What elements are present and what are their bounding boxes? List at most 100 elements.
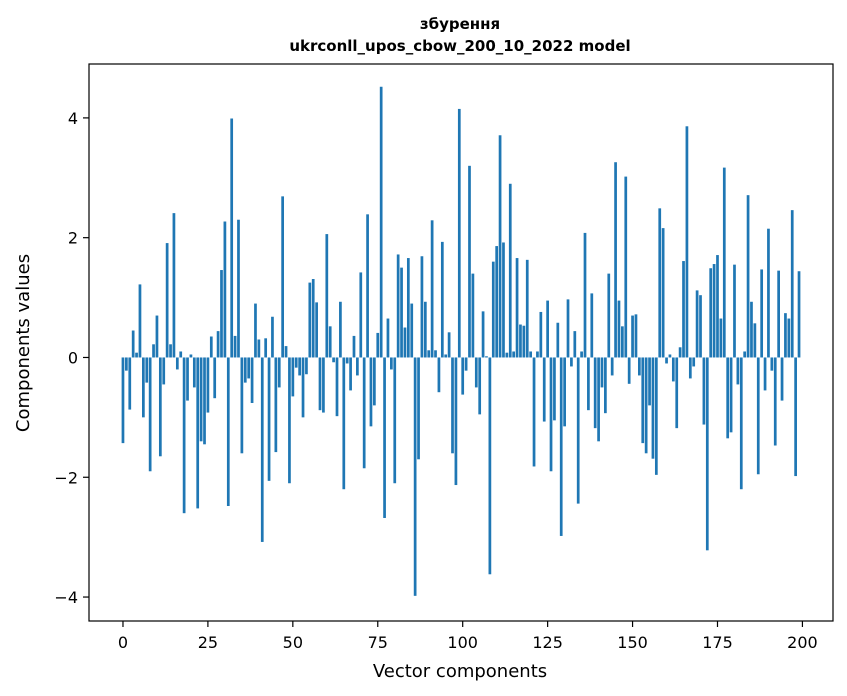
bar-189 <box>763 357 767 391</box>
bar-153 <box>641 357 645 444</box>
bar-196 <box>787 318 791 358</box>
bar-120 <box>529 351 532 358</box>
bar-5 <box>138 284 142 358</box>
bar-174 <box>712 264 716 358</box>
bar-159 <box>661 228 665 358</box>
bar-166 <box>685 126 689 358</box>
bar-113 <box>505 352 509 358</box>
bar-175 <box>716 255 719 358</box>
bar-185 <box>750 301 753 358</box>
bar-124 <box>542 357 546 422</box>
bar-97 <box>451 357 454 454</box>
bar-134 <box>576 357 580 504</box>
bar-84 <box>406 258 410 358</box>
bar-104 <box>474 357 478 388</box>
bar-66 <box>345 357 349 364</box>
x-tick-label: 25 <box>198 633 218 652</box>
bar-144 <box>610 357 614 376</box>
bar-31 <box>226 357 230 506</box>
bar-181 <box>736 357 740 385</box>
bar-79 <box>390 357 393 370</box>
bar-136 <box>583 232 587 358</box>
bar-72 <box>366 214 369 358</box>
bar-71 <box>362 357 366 469</box>
bar-188 <box>760 269 764 358</box>
bar-192 <box>773 357 777 446</box>
bar-150 <box>631 315 634 358</box>
bar-137 <box>587 357 590 411</box>
bar-131 <box>566 299 570 358</box>
bar-35 <box>240 357 244 454</box>
bar-182 <box>739 357 743 490</box>
bar-55 <box>308 282 312 358</box>
bar-176 <box>719 318 723 358</box>
bar-56 <box>311 279 315 358</box>
bar-179 <box>729 357 733 433</box>
bar-121 <box>532 357 536 467</box>
bar-50 <box>291 357 295 397</box>
bar-109 <box>491 261 495 358</box>
bar-59 <box>322 357 325 413</box>
bar-169 <box>695 290 699 358</box>
bar-75 <box>376 332 380 358</box>
bar-67 <box>349 357 352 391</box>
bar-141 <box>600 357 604 388</box>
bar-103 <box>471 273 475 358</box>
bar-128 <box>556 322 560 358</box>
bar-73 <box>369 357 373 427</box>
bar-39 <box>254 303 257 358</box>
bar-52 <box>298 357 301 376</box>
bar-29 <box>220 270 223 358</box>
bar-183 <box>743 351 747 358</box>
bar-180 <box>733 264 736 358</box>
bar-44 <box>271 316 274 358</box>
bar-199 <box>797 271 801 358</box>
bar-57 <box>315 302 318 358</box>
bar-74 <box>373 357 376 406</box>
y-tick-label: 2 <box>68 229 78 248</box>
bar-78 <box>386 318 390 358</box>
bar-45 <box>274 357 278 453</box>
bar-170 <box>699 295 702 358</box>
y-tick-label: 4 <box>68 109 78 128</box>
bar-149 <box>627 357 631 384</box>
bar-100 <box>461 357 465 395</box>
bar-125 <box>546 300 549 358</box>
bar-198 <box>794 357 797 477</box>
y-tick-label: 0 <box>68 348 78 367</box>
bar-143 <box>607 273 611 358</box>
bar-23 <box>199 357 203 442</box>
bar-27 <box>213 357 217 399</box>
bar-32 <box>230 118 234 358</box>
bar-119 <box>525 259 529 358</box>
bar-34 <box>237 219 240 358</box>
bar-64 <box>339 301 342 358</box>
bar-129 <box>559 357 563 536</box>
bar-171 <box>702 357 706 425</box>
bar-164 <box>678 347 682 358</box>
bar-94 <box>440 241 444 358</box>
bar-6 <box>142 357 145 418</box>
bar-69 <box>356 357 359 376</box>
bar-146 <box>617 300 621 358</box>
bar-26 <box>209 336 213 358</box>
bar-172 <box>705 357 709 551</box>
bar-162 <box>671 357 675 382</box>
bar-139 <box>593 357 597 429</box>
x-tick-label: 100 <box>447 633 478 652</box>
bar-117 <box>519 324 522 358</box>
bar-106 <box>481 311 485 358</box>
bar-38 <box>250 357 254 403</box>
bar-63 <box>335 357 339 417</box>
bar-193 <box>777 270 780 358</box>
y-tick-label: −2 <box>54 468 78 487</box>
bar-86 <box>413 357 417 596</box>
bar-87 <box>417 357 420 460</box>
bar-116 <box>515 258 519 358</box>
bar-177 <box>722 167 726 358</box>
bar-43 <box>267 357 271 481</box>
bar-76 <box>379 86 383 358</box>
x-tick-label: 200 <box>787 633 818 652</box>
bar-173 <box>709 268 713 358</box>
bar-110 <box>495 246 499 358</box>
